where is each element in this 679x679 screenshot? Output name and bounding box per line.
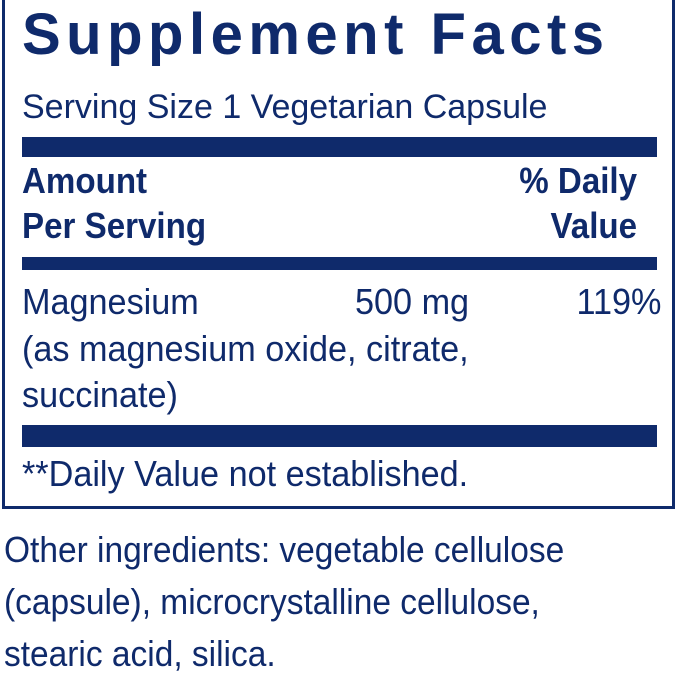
divider-thick-bottom xyxy=(22,425,657,447)
nutrient-detail-line1: (as magnesium oxide, citrate, xyxy=(22,328,469,369)
footnote: **Daily Value not established. xyxy=(22,453,469,494)
panel-title: Supplement Facts xyxy=(22,2,610,67)
supplement-facts-panel xyxy=(2,0,675,509)
serving-size: Serving Size 1 Vegetarian Capsule xyxy=(22,88,548,126)
nutrient-name: Magnesium xyxy=(22,281,199,322)
divider-thick xyxy=(22,137,657,157)
other-ingredients-line2: (capsule), microcrystalline cellulose, xyxy=(4,581,540,622)
nutrient-daily-value: 119% xyxy=(576,281,661,322)
nutrient-detail-line2: succinate) xyxy=(22,374,178,415)
amount-header-line1: Amount xyxy=(22,160,148,201)
divider-medium xyxy=(22,257,657,270)
dv-header-line1: % Daily xyxy=(519,160,637,201)
other-ingredients-line1: Other ingredients: vegetable cellulose xyxy=(4,529,565,570)
amount-header-line2: Per Serving xyxy=(22,205,207,246)
nutrient-amount: 500 mg xyxy=(355,281,470,322)
dv-header-line2: Value xyxy=(550,205,637,246)
other-ingredients-line3: stearic acid, silica. xyxy=(4,633,276,674)
